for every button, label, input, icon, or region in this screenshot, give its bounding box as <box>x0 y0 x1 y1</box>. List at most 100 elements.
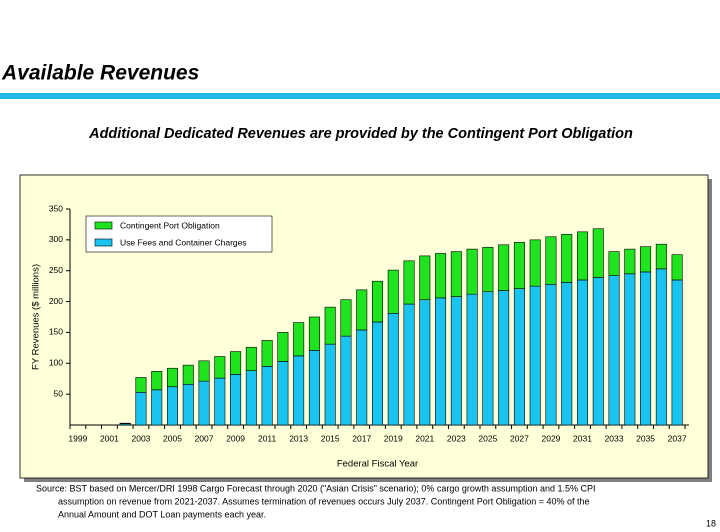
bar-segment <box>529 239 541 287</box>
legend-label: Contingent Port Obligation <box>120 220 220 230</box>
bar-segment <box>561 282 573 426</box>
bar-segment <box>230 374 242 426</box>
bar-segment <box>135 377 147 393</box>
bar-segment <box>198 360 210 382</box>
x-tick-label: 2031 <box>573 433 592 443</box>
bar-segment <box>166 386 179 426</box>
bar-segment <box>624 248 636 275</box>
x-tick-label: 2011 <box>258 433 277 443</box>
bar-segment <box>214 356 226 379</box>
bar-segment <box>466 293 478 426</box>
x-tick-label: 2001 <box>100 433 119 443</box>
bar-segment <box>371 280 384 323</box>
x-tick-label: 2017 <box>352 433 371 443</box>
bar-segment <box>655 243 667 270</box>
bar-segment <box>340 335 352 426</box>
x-tick-label: 2003 <box>132 433 151 443</box>
bar-segment <box>245 370 257 426</box>
x-tick-label: 2025 <box>478 433 497 443</box>
y-tick-label: 50 <box>54 388 64 398</box>
bar-segment <box>576 279 589 426</box>
bar-segment <box>435 297 447 426</box>
x-axis-title: Federal Fiscal Year <box>337 459 418 470</box>
legend-box <box>85 215 273 253</box>
bar-segment <box>403 303 415 426</box>
bar-segment <box>324 306 336 345</box>
bar-segment <box>655 268 667 426</box>
bar-segment <box>498 244 510 291</box>
x-tick-label: 2027 <box>510 433 529 443</box>
x-tick-label: 2037 <box>668 433 687 443</box>
x-tick-label: 1999 <box>68 433 87 443</box>
x-tick-label: 2015 <box>321 433 340 443</box>
page-number: 18 <box>706 518 716 528</box>
bar-segment <box>387 269 399 314</box>
legend-swatch <box>94 221 113 230</box>
bar-segment <box>592 228 604 278</box>
bar-segment <box>151 371 163 391</box>
y-tick-label: 150 <box>49 327 63 337</box>
bar-segment <box>261 366 273 426</box>
bar-segment <box>671 279 683 426</box>
y-tick-label: 200 <box>49 296 63 306</box>
x-tick-label: 2007 <box>195 433 214 443</box>
bar-segment <box>403 260 415 305</box>
bar-segment <box>135 391 147 426</box>
legend-swatch <box>94 238 113 247</box>
bar-segment <box>640 271 652 426</box>
bar-segment <box>466 248 478 295</box>
bar-segment <box>498 290 510 426</box>
bar-segment <box>182 383 194 426</box>
x-tick-label: 2009 <box>226 433 245 443</box>
bar-segment <box>277 361 289 426</box>
bar-segment <box>371 321 384 426</box>
x-tick-label: 2005 <box>163 433 182 443</box>
bar-segment <box>245 346 257 371</box>
bar-segment <box>214 377 226 426</box>
bar-segment <box>545 236 557 285</box>
bar-segment <box>166 367 179 388</box>
bar-segment <box>545 283 557 426</box>
source-line: assumption on revenue from 2021-2037. As… <box>58 496 590 506</box>
bar-segment <box>356 289 368 331</box>
bar-segment <box>182 364 194 385</box>
bar-segment <box>151 389 163 426</box>
x-tick-label: 2029 <box>542 433 561 443</box>
bar-segment <box>356 329 368 426</box>
bar-segment <box>261 340 273 367</box>
bar-segment <box>561 234 573 283</box>
bar-segment <box>576 231 589 281</box>
bar-segment <box>513 288 525 426</box>
bar-segment <box>308 316 320 351</box>
slide-title: Available Revenues <box>1 62 199 85</box>
bar-segment <box>308 350 320 426</box>
chart: 50 100 150 200 250 300 350 1999 2001 2003 2005 2007… <box>31 203 689 470</box>
x-tick-label: 2021 <box>415 433 434 443</box>
bar-segment <box>513 242 525 289</box>
bar-segment <box>592 277 604 426</box>
bar-segment <box>230 351 242 375</box>
title-rule <box>0 93 720 99</box>
bar-segment <box>450 251 462 297</box>
y-tick-label: 100 <box>49 358 63 368</box>
x-tick-label: 2019 <box>384 433 403 443</box>
y-tick-label: 250 <box>49 265 63 275</box>
x-tick-label: 2035 <box>636 433 655 443</box>
bar-segment <box>293 355 305 426</box>
legend-label: Use Fees and Container Charges <box>120 237 247 247</box>
x-tick-label: 2013 <box>289 433 308 443</box>
bar-segment <box>340 299 352 337</box>
bar-segment <box>529 285 541 426</box>
bar-segment <box>608 251 620 276</box>
source-line: Source: BST based on Mercer/DRI 1998 Car… <box>36 483 596 493</box>
y-axis-title: FY Revenues ($ millions) <box>31 264 42 370</box>
bar-segment <box>119 422 131 425</box>
bar-segment <box>482 246 494 292</box>
bar-segment <box>419 299 431 426</box>
y-tick-label: 300 <box>49 234 63 244</box>
bar-segment <box>608 275 620 426</box>
slide-subtitle: Additional Dedicated Revenues are provid… <box>88 126 633 142</box>
bar-segment <box>198 380 210 426</box>
y-tick-label: 350 <box>49 203 63 213</box>
